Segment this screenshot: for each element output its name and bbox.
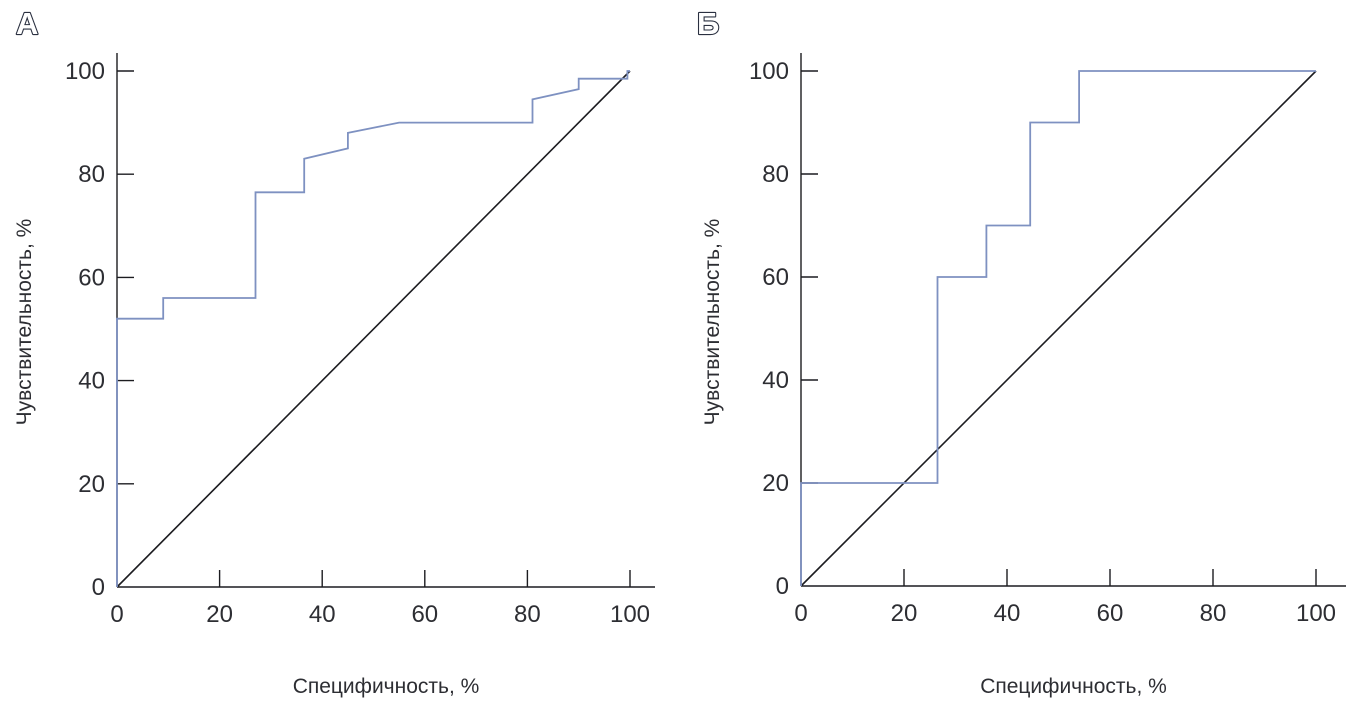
y-tick-label: 60 (762, 264, 789, 291)
reference-diagonal-line (800, 70, 1317, 587)
y-tick-label: 0 (92, 574, 105, 601)
x-tick-label: 0 (794, 600, 807, 627)
y-tick-label: 80 (762, 161, 789, 188)
panel-a-label-badge: А (15, 5, 40, 42)
y-tick-label: 100 (65, 58, 105, 85)
panel-b-x-axis-title: Специфичность, % (980, 675, 1167, 698)
y-tick-label: 60 (78, 264, 105, 291)
roc-curve (800, 70, 1316, 586)
panel-a-y-axis-title: Чувствительность, % (13, 218, 36, 426)
reference-diagonal-line (116, 70, 631, 588)
x-tick-label: 80 (514, 601, 541, 628)
y-tick-label: 80 (78, 161, 105, 188)
y-tick-label: 20 (762, 470, 789, 497)
x-tick-label: 20 (206, 601, 233, 628)
y-tick-label: 40 (78, 368, 105, 395)
panel-b-y-axis-title: Чувствительность, % (701, 218, 724, 426)
x-tick-label: 100 (1296, 600, 1336, 627)
x-tick-label: 0 (110, 601, 123, 628)
y-tick-label: 100 (749, 58, 789, 85)
y-tick-label: 40 (762, 367, 789, 394)
panel-b-label: Б (697, 6, 719, 41)
y-tick-label: 0 (776, 573, 789, 600)
panel-a-x-axis-title: Специфичность, % (292, 675, 480, 698)
x-tick-label: 40 (309, 601, 336, 628)
roc-curve (116, 70, 630, 587)
x-tick-label: 100 (610, 601, 650, 628)
x-tick-label: 80 (1200, 600, 1227, 627)
x-tick-label: 60 (1097, 600, 1124, 627)
x-tick-label: 60 (411, 601, 438, 628)
y-tick-label: 20 (78, 471, 105, 498)
x-tick-label: 20 (891, 600, 918, 627)
x-tick-label: 40 (994, 600, 1021, 627)
panel-b-label-badge: Б (696, 5, 720, 42)
panel-a-label: А (16, 6, 38, 41)
